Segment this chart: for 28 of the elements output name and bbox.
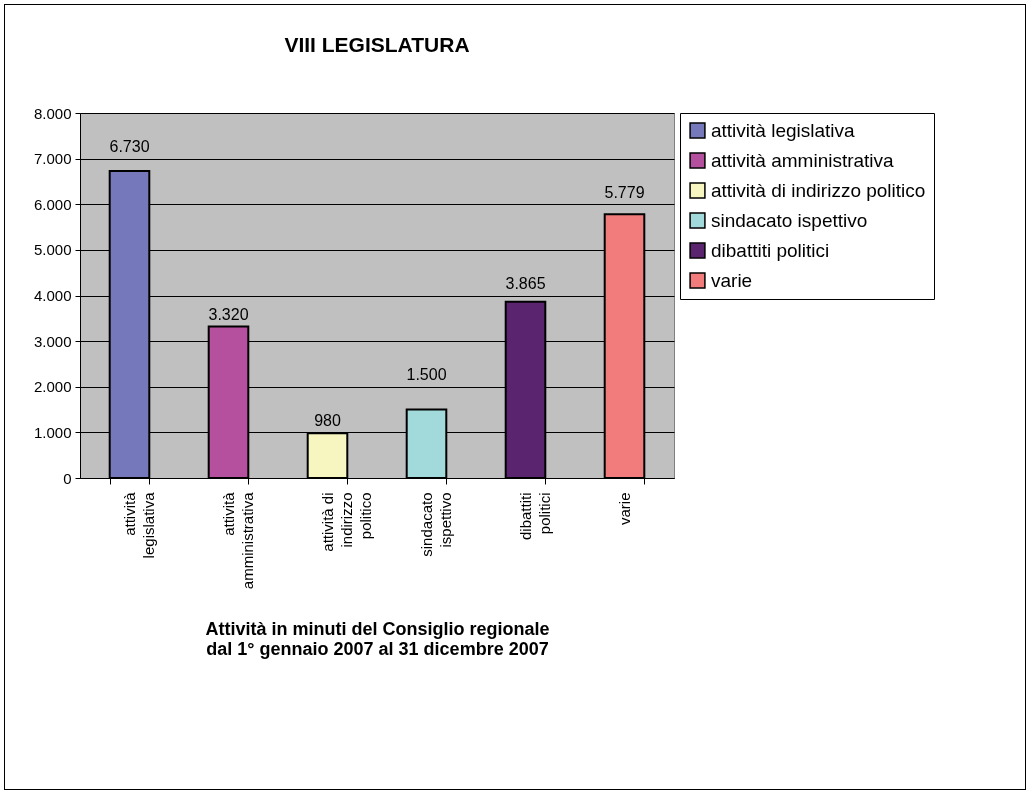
y-tick-label: 5.000 <box>33 241 72 259</box>
y-tick-label: 6.000 <box>33 195 72 213</box>
x-axis-title: Attività in minuti del Consiglio regionale dal 1° gennaio 2007 al 31 dicembre 2007 <box>205 619 550 660</box>
data-label: 6.730 <box>109 138 150 156</box>
y-tick-label: 8.000 <box>33 104 72 122</box>
y-tick-label: 7.000 <box>33 150 72 168</box>
y-tick-label: 1.000 <box>33 423 72 441</box>
x-tick-label: dibattiti politici <box>517 492 553 541</box>
data-label: 980 <box>314 411 341 429</box>
data-label: 1.500 <box>406 366 447 384</box>
data-label: 5.779 <box>604 183 645 201</box>
legend-label: varie <box>711 269 753 291</box>
x-tick-label: varie <box>616 492 633 526</box>
legend-label: attività amministrativa <box>711 149 895 171</box>
x-tick-label: sindacato ispettivo <box>418 492 454 557</box>
x-tick-label: attività di indirizzo politico <box>319 492 374 552</box>
y-tick-label: 3.000 <box>33 332 72 350</box>
legend-label: dibattiti politici <box>711 239 830 261</box>
legend-label: attività di indirizzo politico <box>711 179 926 201</box>
x-tick-label: attività legislativa <box>121 491 157 559</box>
legend-label: attività legislativa <box>711 119 856 141</box>
data-label: 3.320 <box>208 305 249 323</box>
data-label: 3.865 <box>505 274 546 292</box>
chart-title: VIII LEGISLATURA <box>284 33 470 56</box>
y-tick-label: 4.000 <box>33 287 72 304</box>
legend-label: sindacato ispettivo <box>711 209 868 231</box>
y-tick-label: 2.000 <box>33 378 72 396</box>
y-tick-label: 0 <box>63 469 72 487</box>
